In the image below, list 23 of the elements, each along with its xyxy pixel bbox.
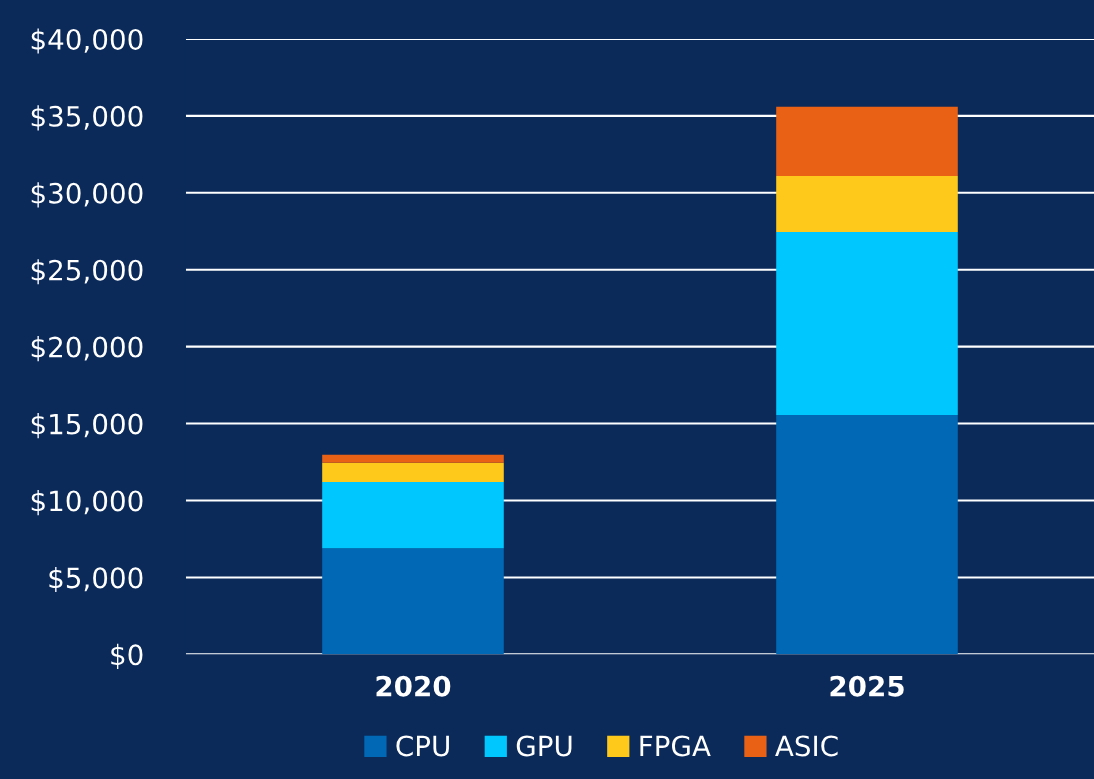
bar (776, 415, 958, 655)
y-tick-label: $30,000 (31, 182, 143, 208)
y-tick-label: $35,000 (31, 105, 143, 131)
x-tick-label: 2020 (376, 675, 451, 697)
y-tick-label: $10,000 (31, 489, 143, 516)
bar (322, 462, 504, 483)
y-tick-label: $40,000 (31, 28, 143, 54)
bar (776, 175, 958, 233)
y-tick-label: $0 (111, 643, 143, 669)
x-tick-label: 2025 (830, 675, 904, 697)
y-tick-label: $20,000 (31, 336, 143, 362)
bar (322, 454, 504, 463)
legend-label: GPU (516, 735, 572, 757)
legend-label: CPU (396, 735, 449, 757)
bar (322, 548, 504, 655)
y-tick-label: $25,000 (31, 259, 143, 285)
bar (322, 482, 504, 549)
bar (776, 232, 958, 416)
y-tick-label: $5,000 (49, 566, 143, 593)
bar (776, 106, 958, 176)
legend-label: ASIC (775, 735, 838, 757)
y-tick-label: $15,000 (31, 413, 143, 439)
legend-label: FPGA (640, 735, 711, 757)
